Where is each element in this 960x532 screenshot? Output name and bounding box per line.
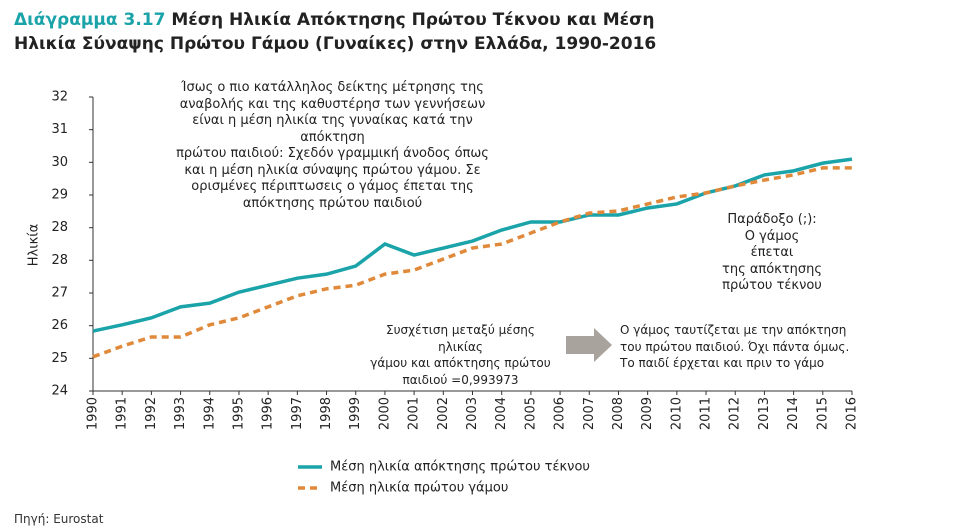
y-tick-label: 32	[51, 90, 68, 105]
x-tick-label: 2011	[699, 397, 714, 430]
x-tick-label: 2008	[611, 397, 626, 430]
annotation-line: Ίσως ο πιο κατάλληλος δείκτης μέτρησης τ…	[181, 80, 484, 95]
x-tick-label: 1997	[290, 397, 305, 430]
x-tick-label: 2016	[845, 397, 860, 430]
x-tick-label: 2009	[640, 397, 655, 430]
y-tick-label: 28	[51, 220, 68, 235]
line	[92, 157, 853, 333]
annotation: Ίσως ο πιο κατάλληλος δείκτης μέτρησης τ…	[160, 80, 505, 212]
source: Πηγή: Eurostat	[14, 512, 104, 526]
x-tick-label: 1991	[115, 397, 130, 430]
annotation-line: Παράδοξο (;):	[727, 212, 817, 227]
x-tick-label: 1998	[319, 397, 334, 430]
x-tick-label: 1993	[173, 397, 188, 430]
x-tick-label: 2015	[815, 397, 830, 430]
annotation-line: αναβολής και της καθυστέρησ των γεννήσεω…	[179, 96, 486, 112]
x-tick-label: 2006	[553, 397, 568, 430]
y-tick-label: 28	[51, 253, 68, 268]
y-tick-label: 24	[51, 384, 68, 399]
chart-title: Μέση Ηλικία Απόκτησης Πρώτου Τέκνου και …	[14, 10, 657, 54]
annotation-line: παιδιού =0,993973	[402, 372, 519, 387]
annotation-line: γάμου και απόκτησης πρώτου	[370, 356, 551, 370]
legend-label: Μέση ηλικία πρώτου γάμου	[330, 481, 508, 496]
x-tick-label: 1990	[86, 397, 101, 430]
x-tick-label: 1996	[261, 397, 276, 430]
x-tick-label: 1994	[202, 397, 217, 430]
x-tick-label: 2013	[757, 397, 772, 430]
y-tick-label: 26	[51, 318, 68, 333]
x-tick-label: 2001	[407, 397, 422, 430]
y-tick-label: 29	[51, 188, 68, 203]
x-tick-label: 2005	[523, 397, 538, 430]
x-tick-label: 2000	[377, 397, 392, 430]
y-tick-label: 25	[51, 351, 68, 366]
legend-label: Μέση ηλικία απόκτησης πρώτου τέκνου	[330, 460, 590, 475]
x-tick-label: 1999	[348, 397, 363, 430]
annotation: Παράδοξο (;): Ο γάμος έπεται της απόκτησης…	[722, 212, 822, 295]
annotation-line: Ο γάμος έπεται	[744, 228, 800, 261]
y-tick-label: 30	[51, 155, 68, 170]
annotation-line: Το παιδί έρχεται και πριν το γάμο	[620, 356, 825, 370]
annotation-line: Συσχέτιση μεταξύ μέσης ηλικίας	[386, 323, 535, 354]
x-tick-label: 2007	[582, 397, 597, 430]
annotation: Συσχέτιση μεταξύ μέσης ηλικίας γάμου και …	[368, 322, 553, 388]
annotation-line: πρώτου παιδιού: Σχεδόν γραμμική άνοδος ό…	[176, 146, 489, 161]
x-tick-label: 1992	[144, 397, 159, 430]
x-tick-label: 2014	[786, 397, 801, 430]
x-tick-label: 1995	[231, 397, 246, 430]
annotation-line: του πρώτου παιδιού. Όχι πάντα όμως.	[620, 339, 850, 354]
figure-label: Διάγραμμα 3.17	[14, 10, 166, 30]
annotation-line: Ο γάμος ταυτίζεται με την απόκτηση	[620, 323, 847, 337]
line	[92, 166, 852, 359]
annotation-line: είναι η μέση ηλικία της γυναίκας κατά τη…	[192, 113, 473, 145]
x-tick-label: 2010	[669, 397, 684, 430]
y-axis-label: Ηλικία	[27, 224, 42, 267]
title-block: Διάγραμμα 3.17 Μέση Ηλικία Απόκτησης Πρώ…	[14, 8, 714, 56]
annotation-line: της απόκτησης	[722, 261, 823, 277]
annotation-line: και η μέση ηλικία σύναψης πρώτου γάμου. …	[184, 162, 481, 178]
x-tick-label: 2012	[728, 397, 743, 430]
x-tick-label: 2004	[494, 397, 509, 430]
annotation-line: πρώτου τέκνου	[722, 278, 822, 293]
arrow	[566, 328, 612, 362]
annotation-line: απόκτησης πρώτου παιδιού	[242, 195, 423, 211]
annotation: Ο γάμος ταυτίζεται με την απόκτηση του πρ…	[620, 322, 860, 372]
x-tick-label: 2002	[436, 397, 451, 430]
y-tick-label: 31	[51, 122, 68, 137]
x-tick-label: 2003	[465, 397, 480, 430]
y-tick-label: 27	[51, 285, 68, 300]
annotation-line: ορισμένες πέριπτωσεις ο γάμος έπεται της	[191, 179, 474, 194]
